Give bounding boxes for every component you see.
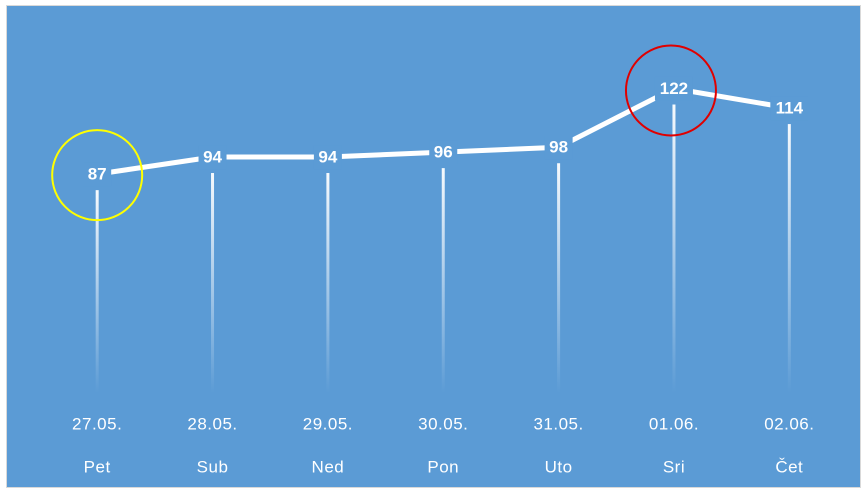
x-tick-sublabel: Uto bbox=[545, 457, 573, 476]
value-label: 94 bbox=[203, 147, 222, 166]
plot-background bbox=[6, 5, 861, 488]
value-label: 98 bbox=[549, 138, 568, 157]
value-label: 94 bbox=[318, 147, 337, 166]
x-tick-sublabel: Sub bbox=[197, 457, 229, 476]
x-tick-sublabel: Sri bbox=[663, 457, 685, 476]
value-label-background bbox=[313, 145, 342, 170]
value-label-background bbox=[83, 162, 112, 187]
value-label: 114 bbox=[776, 99, 804, 118]
drop-line bbox=[787, 124, 791, 393]
drop-line bbox=[557, 163, 561, 393]
x-tick-label: 02.06. bbox=[764, 414, 814, 433]
x-tick-label: 28.05. bbox=[187, 414, 237, 433]
value-label: 96 bbox=[434, 143, 453, 162]
value-label-background bbox=[770, 96, 809, 121]
drop-line bbox=[95, 190, 99, 393]
value-label: 87 bbox=[88, 165, 107, 184]
x-tick-label: 29.05. bbox=[303, 414, 353, 433]
x-tick-sublabel: Čet bbox=[775, 457, 803, 476]
x-tick-label: 31.05. bbox=[533, 414, 583, 433]
drop-line bbox=[211, 173, 215, 393]
x-tick-label: 01.06. bbox=[649, 414, 699, 433]
x-tick-sublabel: Pon bbox=[427, 457, 459, 476]
max-highlight bbox=[624, 44, 717, 137]
value-label-background bbox=[654, 76, 693, 101]
x-tick-label: 27.05. bbox=[72, 414, 122, 433]
drop-line bbox=[441, 168, 445, 393]
min-highlight bbox=[51, 129, 144, 222]
value-label-background bbox=[429, 140, 458, 165]
value-label: 122 bbox=[660, 79, 688, 98]
x-tick-sublabel: Ned bbox=[312, 457, 345, 476]
value-label-background bbox=[544, 135, 573, 160]
value-label-background bbox=[198, 145, 227, 170]
x-tick-label: 30.05. bbox=[418, 414, 468, 433]
drop-line bbox=[672, 104, 676, 394]
x-tick-sublabel: Pet bbox=[84, 457, 111, 476]
drop-line bbox=[326, 173, 330, 393]
